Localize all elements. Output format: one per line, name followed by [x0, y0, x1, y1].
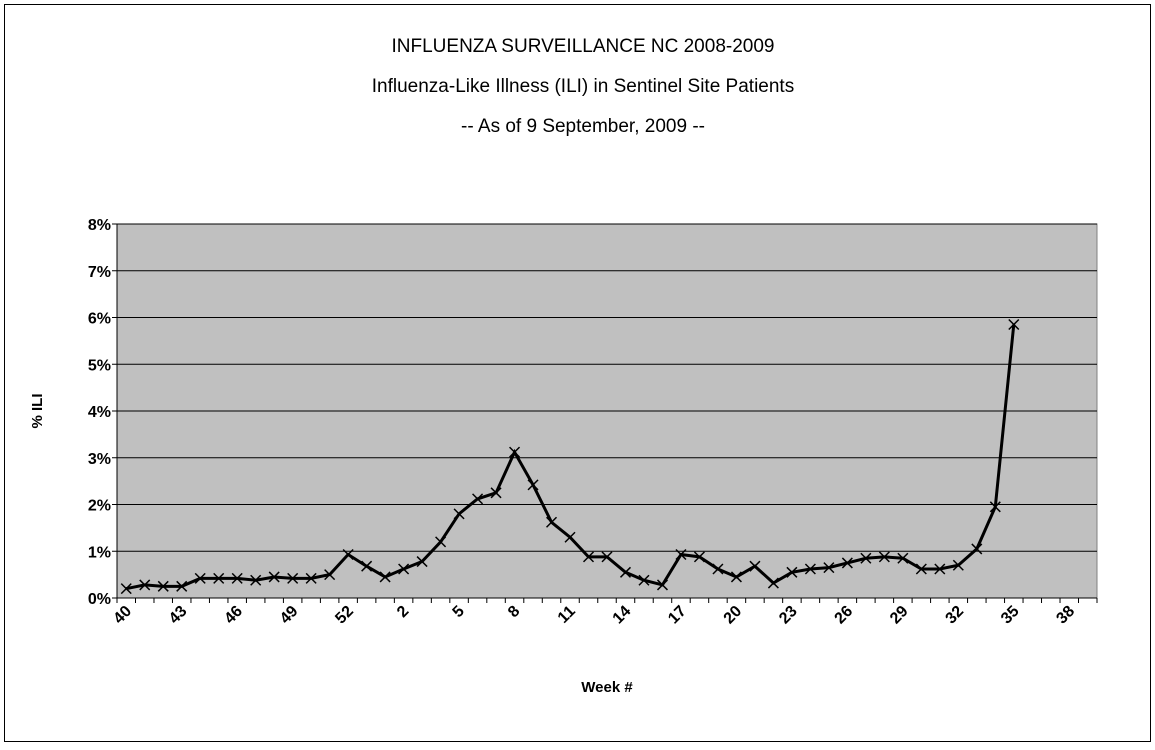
- data-marker: [287, 572, 299, 584]
- data-marker: [601, 551, 613, 563]
- data-marker: [582, 551, 595, 563]
- data-marker: [638, 574, 650, 586]
- data-marker: [324, 569, 336, 581]
- data-marker: [564, 531, 576, 543]
- y-tick-label: 0%: [88, 591, 111, 608]
- chart-title: INFLUENZA SURVEILLANCE NC 2008-2009: [392, 36, 775, 57]
- y-tick-label: 6%: [88, 311, 111, 328]
- data-marker: [361, 560, 373, 572]
- data-marker: [823, 562, 835, 574]
- data-marker: [435, 536, 447, 548]
- chart-annotation: -- As of 9 September, 2009 --: [461, 116, 705, 137]
- y-tick-label: 1%: [88, 544, 111, 561]
- data-marker: [989, 501, 1001, 513]
- data-marker: [545, 516, 558, 528]
- data-marker: [213, 572, 225, 584]
- data-marker: [1008, 318, 1020, 331]
- data-marker: [268, 571, 280, 583]
- data-marker: [527, 479, 539, 491]
- x-axis-label: Week #: [581, 679, 633, 696]
- data-marker: [730, 571, 742, 583]
- y-tick-label: 4%: [88, 404, 111, 421]
- data-marker: [897, 552, 909, 564]
- data-marker: [860, 552, 872, 564]
- data-marker: [878, 551, 890, 563]
- y-tick-label: 5%: [88, 357, 111, 374]
- data-marker: [767, 577, 779, 589]
- data-marker: [305, 572, 317, 584]
- data-marker: [194, 572, 206, 584]
- data-marker: [841, 557, 853, 569]
- y-tick-label: 7%: [88, 264, 111, 281]
- data-marker: [952, 559, 964, 571]
- y-tick-label: 2%: [88, 498, 111, 515]
- data-marker: [379, 571, 391, 583]
- data-marker: [453, 508, 465, 520]
- data-marker: [231, 572, 243, 584]
- chart-subtitle: Influenza-Like Illness (ILI) in Sentinel…: [372, 76, 794, 97]
- data-marker: [416, 556, 428, 568]
- data-marker: [157, 580, 169, 592]
- data-marker: [675, 548, 687, 561]
- data-marker: [712, 563, 724, 575]
- data-marker: [619, 566, 632, 578]
- data-marker: [786, 566, 798, 578]
- data-marker: [490, 487, 502, 499]
- data-marker: [915, 563, 927, 575]
- data-marker: [342, 548, 354, 561]
- data-marker: [120, 583, 132, 595]
- data-marker: [509, 446, 521, 458]
- data-marker: [472, 493, 484, 505]
- y-tick-label: 3%: [88, 451, 111, 468]
- y-tick-label: 8%: [88, 217, 111, 234]
- data-marker: [139, 579, 151, 591]
- data-marker: [176, 580, 188, 592]
- data-marker: [934, 563, 946, 575]
- data-marker: [250, 574, 262, 586]
- y-axis-label: % ILI: [29, 393, 46, 428]
- data-marker: [971, 543, 983, 555]
- data-marker: [656, 579, 669, 591]
- data-marker: [804, 563, 816, 575]
- data-marker: [749, 560, 761, 572]
- data-marker: [398, 563, 410, 575]
- data-marker: [693, 551, 705, 563]
